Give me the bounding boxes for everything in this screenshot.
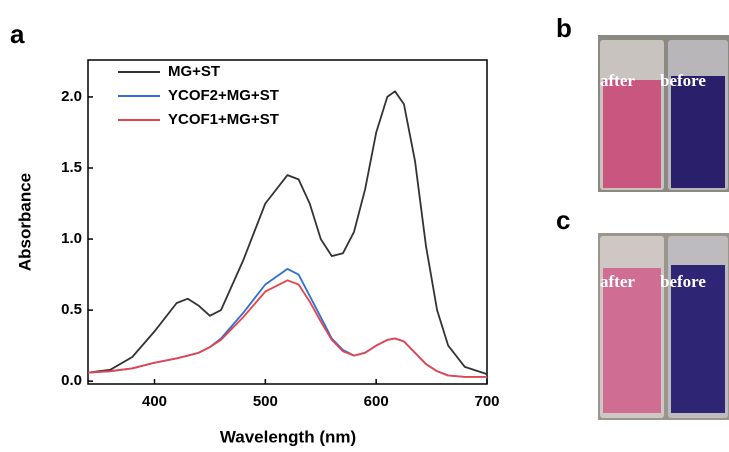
photo-c: after before: [598, 233, 729, 420]
y-tick-label: 2.0: [61, 88, 82, 105]
y-tick-label: 1.0: [61, 230, 82, 247]
solution-blue: [671, 76, 725, 188]
x-tick-label: 500: [253, 393, 278, 410]
x-axis-title: Wavelength (nm): [220, 427, 356, 446]
legend-label: MG+ST: [168, 63, 220, 80]
y-tick-label: 1.5: [61, 159, 82, 176]
solution-pink: [603, 268, 661, 413]
legend-label: YCOF1+MG+ST: [168, 111, 279, 128]
photo-b: after before: [598, 35, 729, 192]
y-axis-title: Absorbance: [15, 173, 34, 271]
panel-label: c: [556, 205, 570, 235]
photo-label: after: [600, 71, 635, 90]
photo-label: after: [600, 272, 635, 291]
data-line: [87, 279, 487, 378]
photo-label: before: [660, 71, 706, 90]
panel-label: b: [556, 13, 572, 43]
photo-label: before: [660, 272, 706, 291]
solution-blue: [671, 265, 725, 413]
solution-pink: [603, 80, 661, 188]
data-line: [87, 90, 488, 375]
x-tick-label: 600: [364, 393, 389, 410]
plot-frame: [87, 59, 488, 385]
y-tick-label: 0.5: [61, 301, 82, 318]
y-tick-label: 0.0: [61, 372, 82, 389]
legend-label: YCOF2+MG+ST: [168, 87, 279, 104]
data-line: [87, 267, 487, 378]
panel-label: a: [10, 19, 25, 49]
x-tick-label: 400: [142, 393, 167, 410]
x-tick-label: 700: [474, 393, 499, 410]
